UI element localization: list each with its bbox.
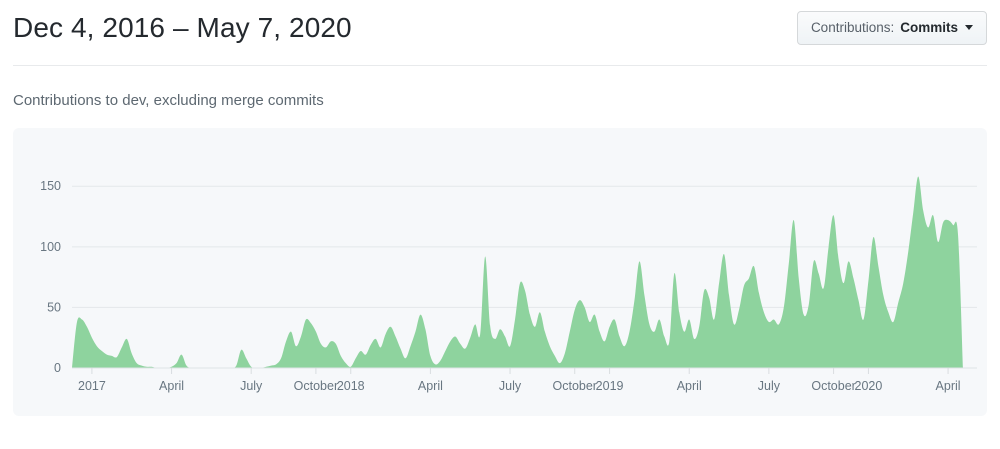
x-axis-tick-label: October [294, 379, 338, 393]
x-axis-tick-label: April [418, 379, 443, 393]
x-axis-tick-label: 2019 [596, 379, 624, 393]
y-axis-tick-label: 150 [40, 179, 61, 193]
x-axis-tick-label: October [553, 379, 597, 393]
y-axis-tick-label: 100 [40, 240, 61, 254]
x-axis-tick-label: 2020 [855, 379, 883, 393]
header: Dec 4, 2016 – May 7, 2020 Contributions:… [13, 0, 987, 55]
header-divider [13, 65, 987, 66]
x-axis-tick-label: April [677, 379, 702, 393]
chevron-down-icon [965, 25, 973, 30]
y-axis-tick-label: 50 [47, 300, 61, 314]
dropdown-label: Contributions: [810, 20, 895, 35]
chart-subtitle: Contributions to dev, excluding merge co… [13, 92, 324, 109]
x-axis-tick-label: 2018 [337, 379, 365, 393]
contributions-chart-panel: 0 50 100 150 2017 April July October 2018 April J… [13, 128, 987, 416]
page-title: Dec 4, 2016 – May 7, 2020 [13, 11, 352, 43]
dropdown-value: Commits [900, 20, 958, 35]
x-axis-tick-label: October [811, 379, 855, 393]
x-axis-tick-label: 2017 [78, 379, 106, 393]
x-axis-tick-label: April [936, 379, 961, 393]
contributions-type-dropdown[interactable]: Contributions: Commits [796, 10, 987, 45]
x-axis-tick-label: April [159, 379, 184, 393]
commits-area-path [72, 176, 963, 369]
x-axis-tick-label: July [499, 379, 522, 393]
chart-y-axis-labels: 0 50 100 150 [40, 179, 61, 375]
x-axis-tick-label: July [240, 379, 263, 393]
x-axis-tick-label: July [758, 379, 781, 393]
chart-x-tickmarks [72, 367, 977, 374]
chart-area-series [72, 176, 963, 369]
y-axis-tick-label: 0 [54, 361, 61, 375]
